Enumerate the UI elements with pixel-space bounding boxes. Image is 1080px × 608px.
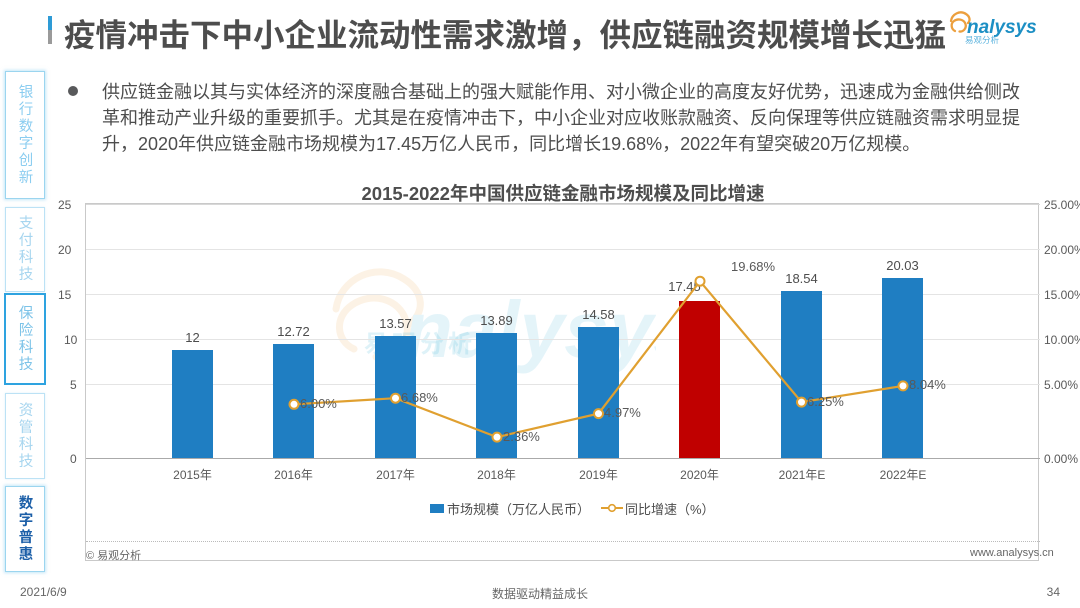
svg-text:易观分析: 易观分析: [965, 34, 1000, 46]
